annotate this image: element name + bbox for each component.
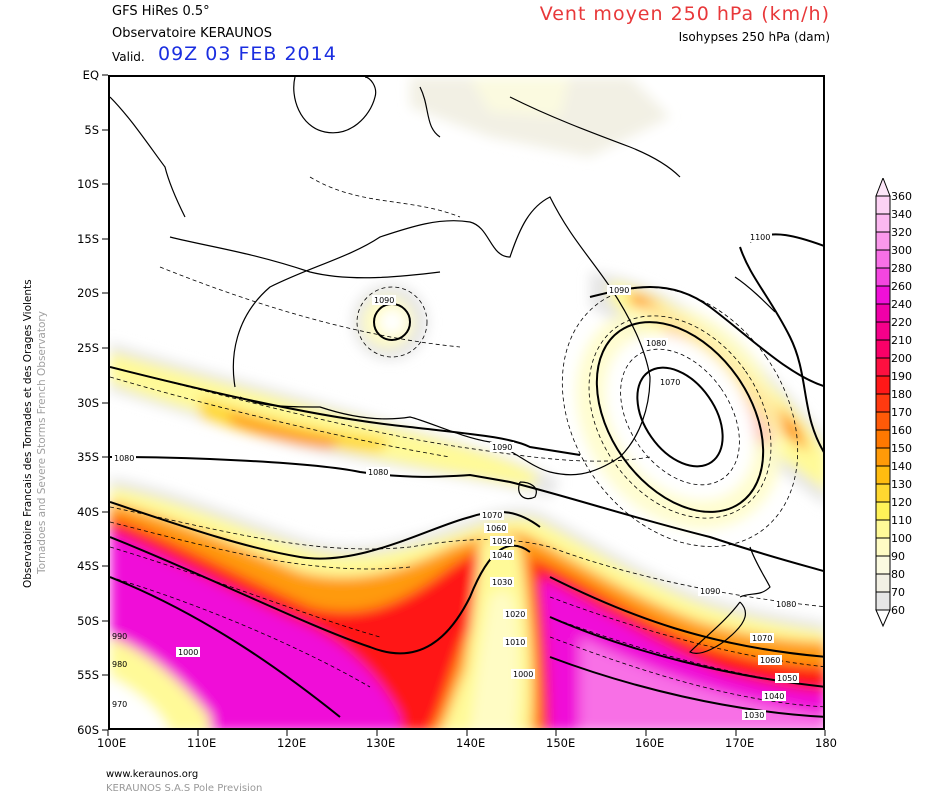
colorbar-label: 180: [891, 388, 912, 401]
lat-label: EQ: [82, 68, 99, 82]
svg-text:1020: 1020: [505, 610, 525, 619]
svg-text:1070: 1070: [752, 634, 772, 643]
svg-text:1100: 1100: [750, 233, 770, 242]
colorbar-label: 60: [891, 604, 905, 617]
colorbar-label: 260: [891, 280, 912, 293]
side-credit-french: Observatoire Francais des Tornades et de…: [22, 279, 34, 588]
lat-label: 5S: [84, 123, 99, 137]
lat-label: 40S: [77, 505, 99, 519]
contour-labels: 1100 1090 1090 1090 1090 1080 1080 1080 …: [112, 232, 799, 720]
colorbar-label: 360: [891, 190, 912, 203]
colorbar-label: 90: [891, 550, 905, 563]
colorbar-label: 280: [891, 262, 912, 275]
svg-text:1050: 1050: [492, 537, 512, 546]
colorbar-label: 110: [891, 514, 912, 527]
lat-label: 30S: [77, 396, 99, 410]
svg-text:1000: 1000: [513, 670, 533, 679]
svg-text:1040: 1040: [492, 551, 512, 560]
lon-label: 110E: [187, 736, 217, 750]
colorbar-label: 190: [891, 370, 912, 383]
lon-label: 150E: [546, 736, 576, 750]
wind-speed-field: 1100 1090 1090 1090 1090 1080 1080 1080 …: [110, 77, 823, 728]
colorbar-label: 150: [891, 442, 912, 455]
colorbar-label: 80: [891, 568, 905, 581]
svg-text:1080: 1080: [368, 468, 388, 477]
colorbar-label: 240: [891, 298, 912, 311]
colorbar-label: 170: [891, 406, 912, 419]
colorbar-label: 160: [891, 424, 912, 437]
svg-text:1070: 1070: [482, 511, 502, 520]
svg-text:1070: 1070: [660, 378, 680, 387]
lat-label: 60S: [77, 723, 99, 737]
lat-label: 35S: [77, 450, 99, 464]
svg-text:1090: 1090: [492, 443, 512, 452]
svg-text:1080: 1080: [646, 339, 666, 348]
valid-date: 09Z 03 FEB 2014: [158, 43, 337, 65]
colorbar-label: 100: [891, 532, 912, 545]
lon-label: 130E: [366, 736, 396, 750]
colorbar-label: 200: [891, 352, 912, 365]
chart-title: Vent moyen 250 hPa (km/h): [539, 3, 830, 25]
lat-label: 55S: [77, 668, 99, 682]
colorbar-label: 220: [891, 316, 912, 329]
svg-text:1060: 1060: [486, 524, 506, 533]
colorbar-label: 300: [891, 244, 912, 257]
lon-label: 160E: [635, 736, 665, 750]
lat-label: 25S: [77, 341, 99, 355]
svg-text:1030: 1030: [744, 711, 764, 720]
lat-label: 15S: [77, 232, 99, 246]
colorbar-label: 140: [891, 460, 912, 473]
lat-label: 50S: [77, 614, 99, 628]
svg-text:1030: 1030: [492, 578, 512, 587]
svg-text:1080: 1080: [776, 600, 796, 609]
lon-label: 170E: [725, 736, 755, 750]
lon-label: 120E: [277, 736, 307, 750]
svg-text:970: 970: [112, 700, 127, 709]
svg-text:980: 980: [112, 660, 127, 669]
lon-label: 180: [815, 736, 837, 750]
lon-label: 100E: [97, 736, 127, 750]
colorbar-label: 70: [891, 586, 905, 599]
svg-text:1090: 1090: [609, 286, 629, 295]
lat-label: 20S: [77, 286, 99, 300]
axis-ticks: [102, 74, 826, 736]
colorbar-swatches: [875, 178, 891, 628]
company-credit: KERAUNOS S.A.S Pole Prevision: [106, 783, 263, 794]
svg-text:1080: 1080: [114, 454, 134, 463]
svg-text:990: 990: [112, 632, 127, 641]
svg-text:1040: 1040: [764, 692, 784, 701]
colorbar-label: 210: [891, 334, 912, 347]
colorbar-label: 340: [891, 208, 912, 221]
svg-text:1000: 1000: [178, 648, 198, 657]
colorbar-label: 120: [891, 496, 912, 509]
lat-label: 45S: [77, 559, 99, 573]
colorbar-label: 320: [891, 226, 912, 239]
svg-text:1060: 1060: [760, 656, 780, 665]
coastlines: [110, 77, 776, 654]
svg-text:1090: 1090: [700, 587, 720, 596]
svg-text:1010: 1010: [505, 638, 525, 647]
provider-name: Observatoire KERAUNOS: [112, 26, 272, 41]
side-credit-english: Tornadoes and Severe Storms French Obser…: [36, 311, 48, 574]
model-name: GFS HiRes 0.5°: [112, 4, 210, 19]
svg-text:1050: 1050: [777, 674, 797, 683]
lon-label: 140E: [456, 736, 486, 750]
lat-label: 10S: [77, 177, 99, 191]
colorbar-label: 130: [891, 478, 912, 491]
svg-text:1090: 1090: [374, 296, 394, 305]
website-link[interactable]: www.keraunos.org: [106, 769, 199, 780]
wind-map[interactable]: 1100 1090 1090 1090 1090 1080 1080 1080 …: [108, 75, 825, 730]
chart-subtitle: Isohypses 250 hPa (dam): [678, 30, 830, 44]
valid-label: Valid.: [112, 50, 145, 64]
